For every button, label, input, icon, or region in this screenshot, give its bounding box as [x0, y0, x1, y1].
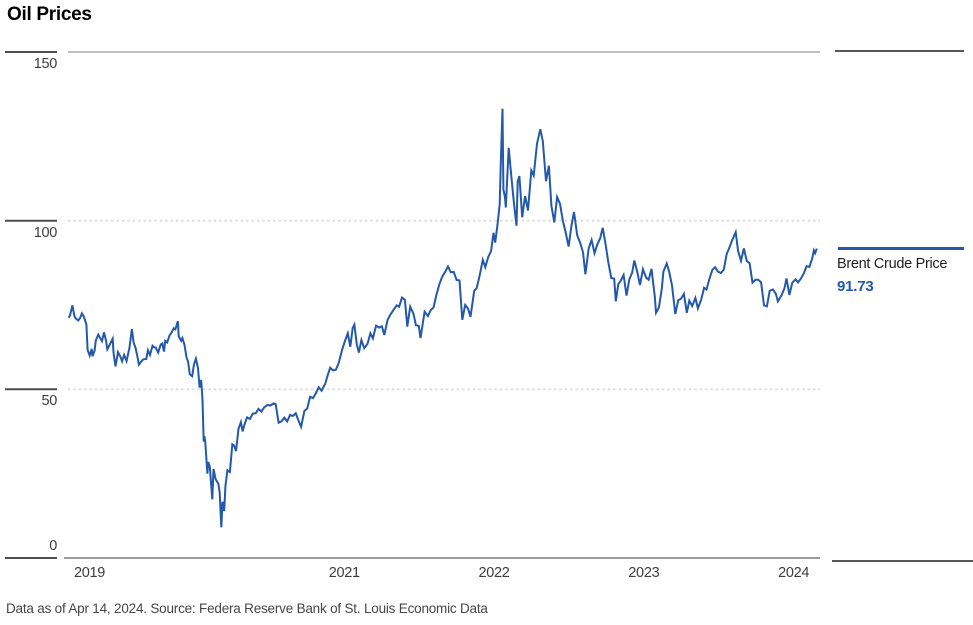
y-axis-label: 150: [33, 56, 58, 72]
chart-title: Oil Prices: [7, 4, 92, 25]
y-axis-label: 0: [49, 538, 57, 554]
legend-panel-bottom-rule: [832, 560, 973, 562]
x-axis-label: 2024: [778, 565, 810, 581]
y-axis-label: 50: [41, 393, 57, 410]
x-axis-label: 2022: [478, 565, 510, 581]
x-axis-label: 2023: [628, 565, 660, 581]
source-note: Data as of Apr 14, 2024. Source: Federa …: [6, 601, 488, 616]
legend-series-value: 91.73: [837, 278, 874, 295]
y-axis-label: 100: [33, 224, 58, 241]
x-axis-label: 2019: [74, 565, 106, 581]
x-axis-label: 2021: [328, 565, 360, 581]
legend-series-label: Brent Crude Price: [837, 256, 948, 272]
legend-series-swatch: [838, 247, 964, 251]
brent-price-line: [67, 108, 818, 528]
legend-panel-top-rule: [835, 50, 964, 52]
